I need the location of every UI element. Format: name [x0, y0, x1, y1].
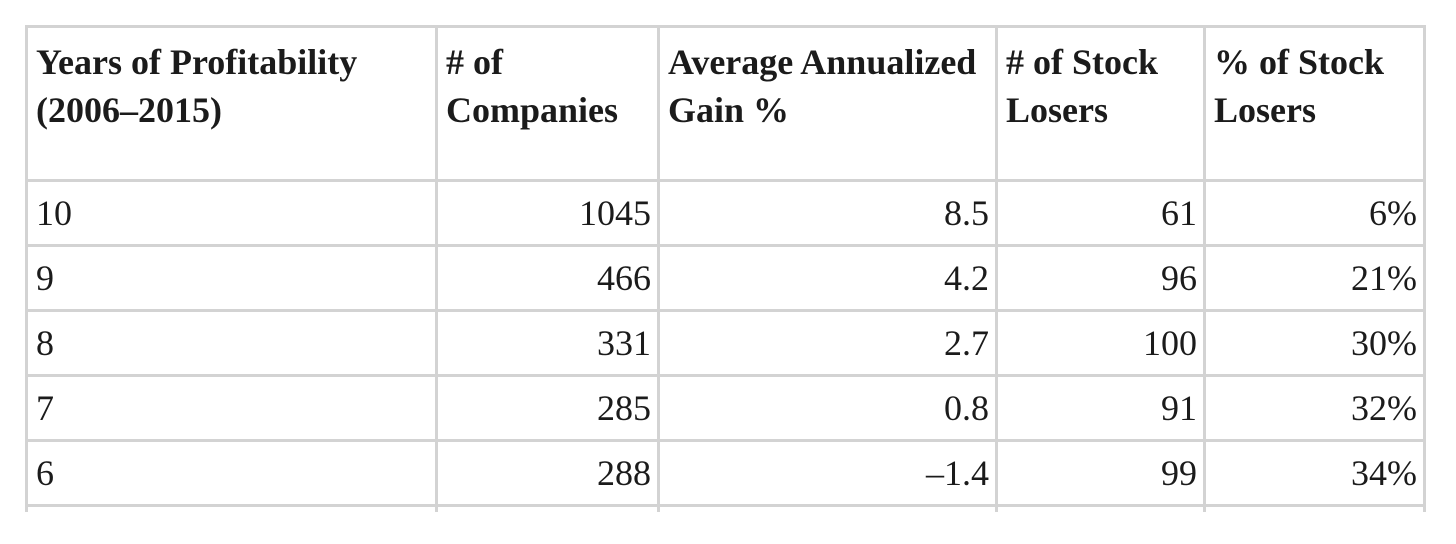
cell-companies: 1045 — [435, 179, 660, 247]
cell-companies: 466 — [435, 244, 660, 312]
cell-losers-count: 100 — [995, 309, 1206, 377]
column-header-years: Years of Profitability (2006–2015) — [25, 25, 438, 182]
table-row: 8 331 2.7 100 30% — [25, 309, 1426, 377]
cell-losers-count: 99 — [995, 439, 1206, 507]
cell-losers-count: 96 — [995, 244, 1206, 312]
cell-cut-off — [1203, 504, 1426, 512]
cell-years: 7 — [25, 374, 438, 442]
table-row: 10 1045 8.5 61 6% — [25, 179, 1426, 247]
cell-losers-pct: 30% — [1203, 309, 1426, 377]
cell-companies: 331 — [435, 309, 660, 377]
table-row-cut-off — [25, 504, 1426, 512]
cell-losers-pct: 32% — [1203, 374, 1426, 442]
cell-cut-off — [995, 504, 1206, 512]
cell-losers-pct: 21% — [1203, 244, 1426, 312]
column-header-companies: # of Companies — [435, 25, 660, 182]
cell-avg-gain: 4.2 — [657, 244, 998, 312]
cell-years: 8 — [25, 309, 438, 377]
cell-losers-count: 61 — [995, 179, 1206, 247]
cell-avg-gain: –1.4 — [657, 439, 998, 507]
header-row: Years of Profitability (2006–2015) # of … — [25, 25, 1426, 182]
cell-avg-gain: 2.7 — [657, 309, 998, 377]
cell-companies: 288 — [435, 439, 660, 507]
cell-losers-pct: 6% — [1203, 179, 1426, 247]
column-header-avg-gain: Average Annualized Gain % — [657, 25, 998, 182]
cell-losers-count: 91 — [995, 374, 1206, 442]
cell-avg-gain: 8.5 — [657, 179, 998, 247]
table-container: Years of Profitability (2006–2015) # of … — [25, 25, 1426, 512]
cell-cut-off — [25, 504, 438, 512]
table-row: 6 288 –1.4 99 34% — [25, 439, 1426, 507]
table-row: 9 466 4.2 96 21% — [25, 244, 1426, 312]
cell-cut-off — [435, 504, 660, 512]
profitability-table: Years of Profitability (2006–2015) # of … — [25, 25, 1426, 512]
cell-avg-gain: 0.8 — [657, 374, 998, 442]
cell-cut-off — [657, 504, 998, 512]
column-header-losers-count: # of Stock Losers — [995, 25, 1206, 182]
cell-years: 10 — [25, 179, 438, 247]
table-row: 7 285 0.8 91 32% — [25, 374, 1426, 442]
cell-losers-pct: 34% — [1203, 439, 1426, 507]
cell-years: 6 — [25, 439, 438, 507]
column-header-losers-pct: % of Stock Losers — [1203, 25, 1426, 182]
cell-companies: 285 — [435, 374, 660, 442]
cell-years: 9 — [25, 244, 438, 312]
